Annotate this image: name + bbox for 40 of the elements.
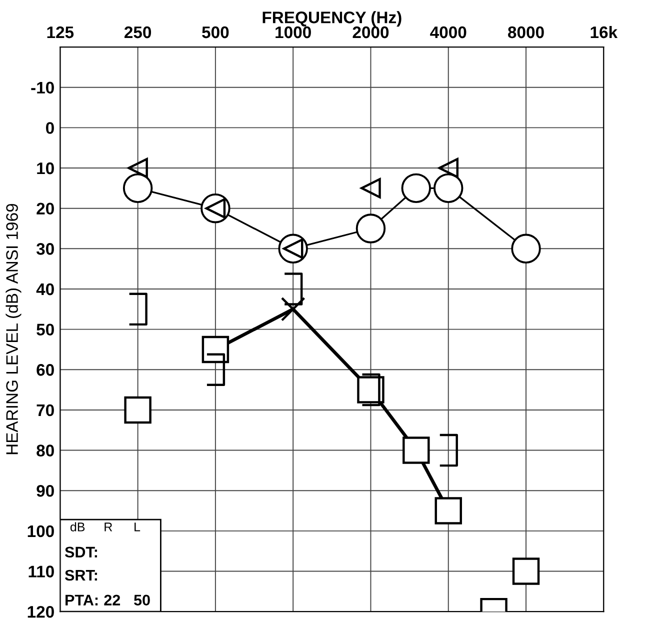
annotation: R xyxy=(104,522,112,532)
point xyxy=(360,178,381,198)
point xyxy=(434,497,462,524)
annotation: PTA: xyxy=(66,594,98,606)
y-tick-label: 80 xyxy=(36,444,54,456)
point xyxy=(122,173,153,204)
point xyxy=(438,158,459,178)
y-tick-label: 10 xyxy=(37,162,54,174)
x-tick-label: 16k xyxy=(590,26,618,38)
annotation: SRT: xyxy=(64,570,97,581)
point xyxy=(202,336,230,364)
x-tick-label: 2000 xyxy=(352,26,389,38)
y-tick-label: 70 xyxy=(36,404,54,416)
y-tick-label: 40 xyxy=(36,283,54,296)
y-tick-label: 120 xyxy=(28,606,54,618)
annotation: SDT: xyxy=(64,546,97,558)
y-axis-title: HEARING LEVEL (dB) ANSI 1969 xyxy=(6,204,22,454)
annotation: 50 xyxy=(134,594,150,606)
y-tick-label: 90 xyxy=(36,485,54,497)
y-tick-label: 110 xyxy=(28,566,54,578)
annotation: 22 xyxy=(104,594,120,606)
x-tick-label: 250 xyxy=(124,26,152,38)
y-tick-label: 30 xyxy=(36,243,54,255)
x-tick-label: 125 xyxy=(47,26,74,38)
point xyxy=(128,158,148,178)
x-axis-title: FREQUENCY (Hz) xyxy=(262,11,402,27)
y-tick-label: 50 xyxy=(36,324,54,336)
annotation: L xyxy=(134,522,140,532)
point xyxy=(124,396,152,424)
y-tick-label: 20 xyxy=(36,202,54,215)
x-tick-label: 500 xyxy=(202,26,229,38)
annotation: dB xyxy=(70,522,85,532)
y-tick-label: 100 xyxy=(28,525,54,538)
x-tick-label: 8000 xyxy=(508,26,544,38)
x-tick-label: 1000 xyxy=(276,26,311,38)
y-tick-label: -10 xyxy=(31,82,54,94)
y-tick-label: 60 xyxy=(36,364,54,376)
point xyxy=(356,214,386,244)
x-tick-label: 4000 xyxy=(430,26,466,38)
y-tick-label: 0 xyxy=(46,122,54,134)
